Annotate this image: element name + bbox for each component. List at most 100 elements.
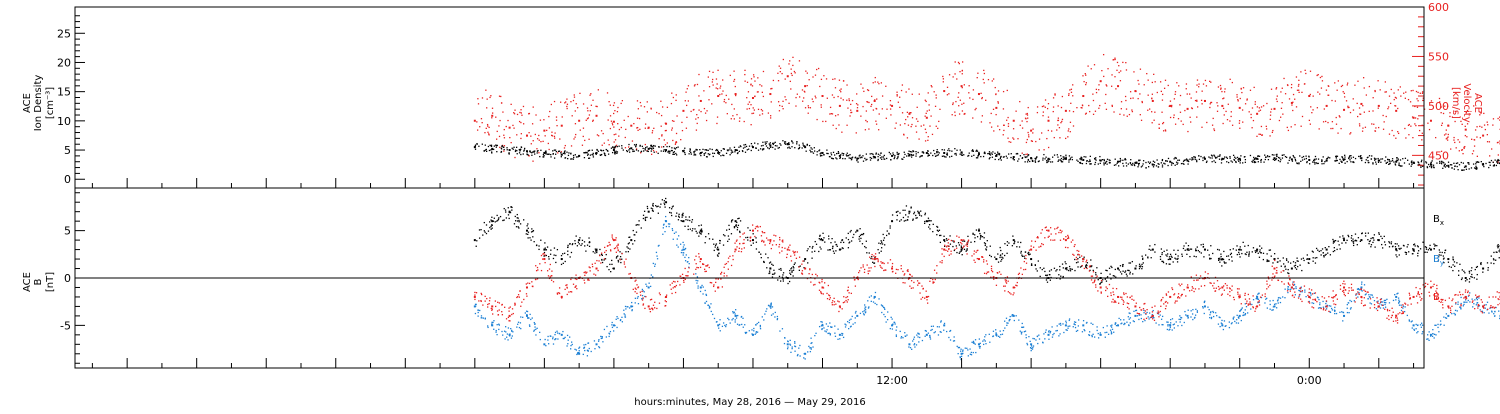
velocity-sample — [1146, 73, 1147, 74]
velocity-sample — [551, 135, 552, 136]
velocity-sample — [1085, 113, 1086, 114]
velocity-sample — [959, 63, 960, 64]
velocity-point — [856, 110, 858, 112]
velocity-sample — [1375, 91, 1376, 92]
density-sample — [1421, 160, 1422, 161]
velocity-sample — [885, 86, 886, 87]
density-sample — [492, 149, 493, 150]
velocity-sample — [870, 106, 871, 107]
by-sample — [962, 349, 963, 350]
bx-sample — [1348, 236, 1349, 237]
bx-point — [543, 249, 545, 251]
bx-sample — [998, 261, 999, 262]
velocity-sample — [645, 128, 646, 129]
velocity-sample — [1139, 93, 1140, 94]
bx-sample — [511, 209, 512, 210]
density-sample — [922, 155, 923, 156]
velocity-sample — [1301, 126, 1302, 127]
bx-sample — [1228, 255, 1229, 256]
density-sample — [555, 154, 556, 155]
velocity-sample — [1153, 74, 1154, 75]
density-sample — [1253, 157, 1254, 158]
bx-sample — [924, 221, 925, 222]
bx-sample — [782, 274, 783, 275]
density-sample — [702, 149, 703, 150]
velocity-point — [1395, 110, 1397, 112]
density-sample — [1047, 161, 1048, 162]
by-sample — [598, 341, 599, 342]
by-sample — [979, 347, 980, 348]
density-sample — [954, 153, 955, 154]
by-point — [665, 220, 667, 222]
density-sample — [843, 155, 844, 156]
by-sample — [973, 352, 974, 353]
velocity-sample — [1162, 99, 1163, 100]
bx-sample — [540, 240, 541, 241]
by-sample — [723, 322, 724, 323]
density-sample — [1337, 160, 1338, 161]
by-sample — [1022, 323, 1023, 324]
bx-sample — [1458, 275, 1459, 276]
bx-sample — [974, 241, 975, 242]
bx-sample — [506, 217, 507, 218]
by-sample — [1090, 323, 1091, 324]
velocity-sample — [1347, 84, 1348, 85]
bx-sample — [1345, 242, 1346, 243]
bx-sample — [636, 232, 637, 233]
bx-sample — [1334, 250, 1335, 251]
bx-point — [908, 211, 910, 213]
bx-sample — [1243, 242, 1244, 243]
by-sample — [891, 317, 892, 318]
velocity-sample — [1165, 80, 1166, 81]
velocity-sample — [993, 78, 994, 79]
by-sample — [908, 346, 909, 347]
bx-sample — [601, 259, 602, 260]
velocity-sample — [777, 73, 778, 74]
velocity-sample — [751, 113, 752, 114]
bx-sample — [692, 219, 693, 220]
density-sample — [754, 142, 755, 143]
density-sample — [897, 156, 898, 157]
density-sample — [730, 149, 731, 150]
velocity-sample — [513, 128, 514, 129]
by-sample — [1021, 332, 1022, 333]
velocity-sample — [1334, 82, 1335, 83]
density-sample — [1001, 159, 1002, 160]
bx-sample — [1248, 255, 1249, 256]
velocity-sample — [497, 131, 498, 132]
density-sample — [1176, 164, 1177, 165]
by-sample — [1141, 318, 1142, 319]
velocity-sample — [1442, 123, 1443, 124]
velocity-sample — [1111, 86, 1112, 87]
density-sample — [1400, 165, 1401, 166]
bx-sample — [1085, 265, 1086, 266]
velocity-point — [1360, 103, 1362, 105]
velocity-sample — [658, 113, 659, 114]
bx-sample — [519, 221, 520, 222]
bx-sample — [792, 275, 793, 276]
velocity-sample — [731, 104, 732, 105]
density-sample — [658, 147, 659, 148]
velocity-sample — [610, 115, 611, 116]
bx-sample — [1239, 254, 1240, 255]
density-sample — [832, 158, 833, 159]
density-sample — [1063, 157, 1064, 158]
velocity-sample — [865, 120, 866, 121]
velocity-sample — [591, 105, 592, 106]
by-sample — [874, 303, 875, 304]
density-sample — [1279, 157, 1280, 158]
by-sample — [505, 331, 506, 332]
density-sample — [879, 155, 880, 156]
bx-sample — [793, 266, 794, 267]
density-sample — [500, 152, 501, 153]
velocity-sample — [873, 82, 874, 83]
bx-sample — [1046, 279, 1047, 280]
velocity-sample — [1186, 88, 1187, 89]
by-sample — [493, 329, 494, 330]
bx-sample — [818, 251, 819, 252]
bx-sample — [1072, 269, 1073, 270]
density-sample — [645, 147, 646, 148]
bx-sample — [1212, 253, 1213, 254]
velocity-sample — [504, 137, 505, 138]
bx-sample — [713, 244, 714, 245]
